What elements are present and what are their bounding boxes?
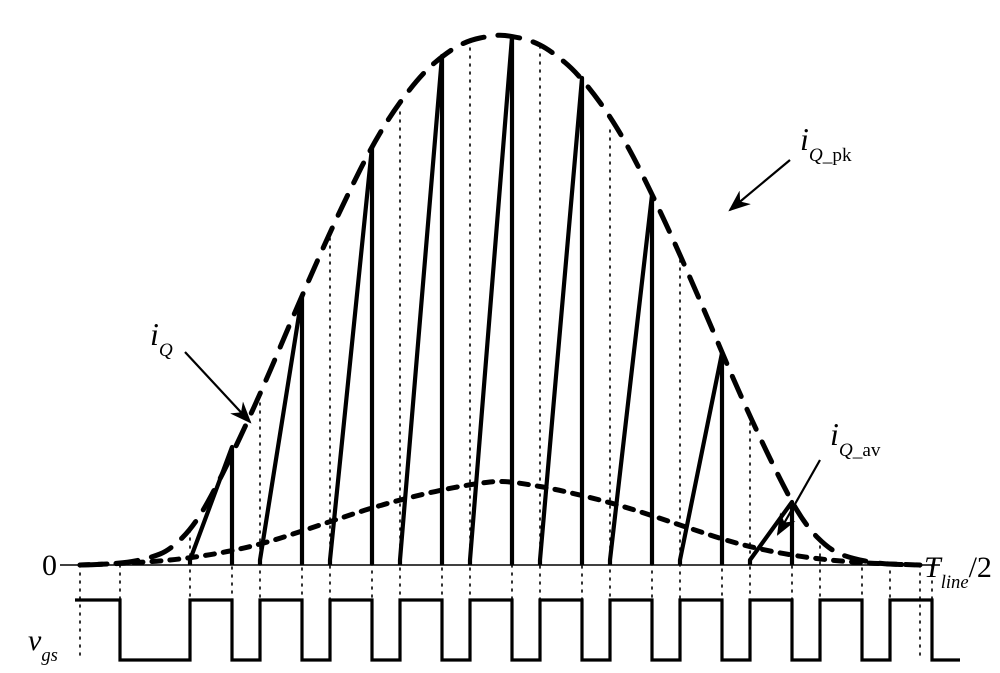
iq-avg-label: iQ_av [830,416,881,461]
iq-peak-envelope [80,35,920,565]
axis-zero-label: 0 [42,549,57,582]
iq-peak-label: iQ_pk [800,121,852,166]
iq-label: iQ [150,316,173,361]
iq-peak-arrow [730,160,790,210]
pfc-current-waveform-diagram: 0 Tline/2 vgs iQ_pk iQ_av iQ [0,0,1000,673]
iq-avg-arrow [778,460,820,534]
iq-ramps [190,37,792,565]
iq-arrow [185,352,250,422]
vgs-label: vgs [28,624,58,666]
axis-half-period-label: Tline/2 [924,551,992,593]
gate-signal-waveform [75,600,960,660]
